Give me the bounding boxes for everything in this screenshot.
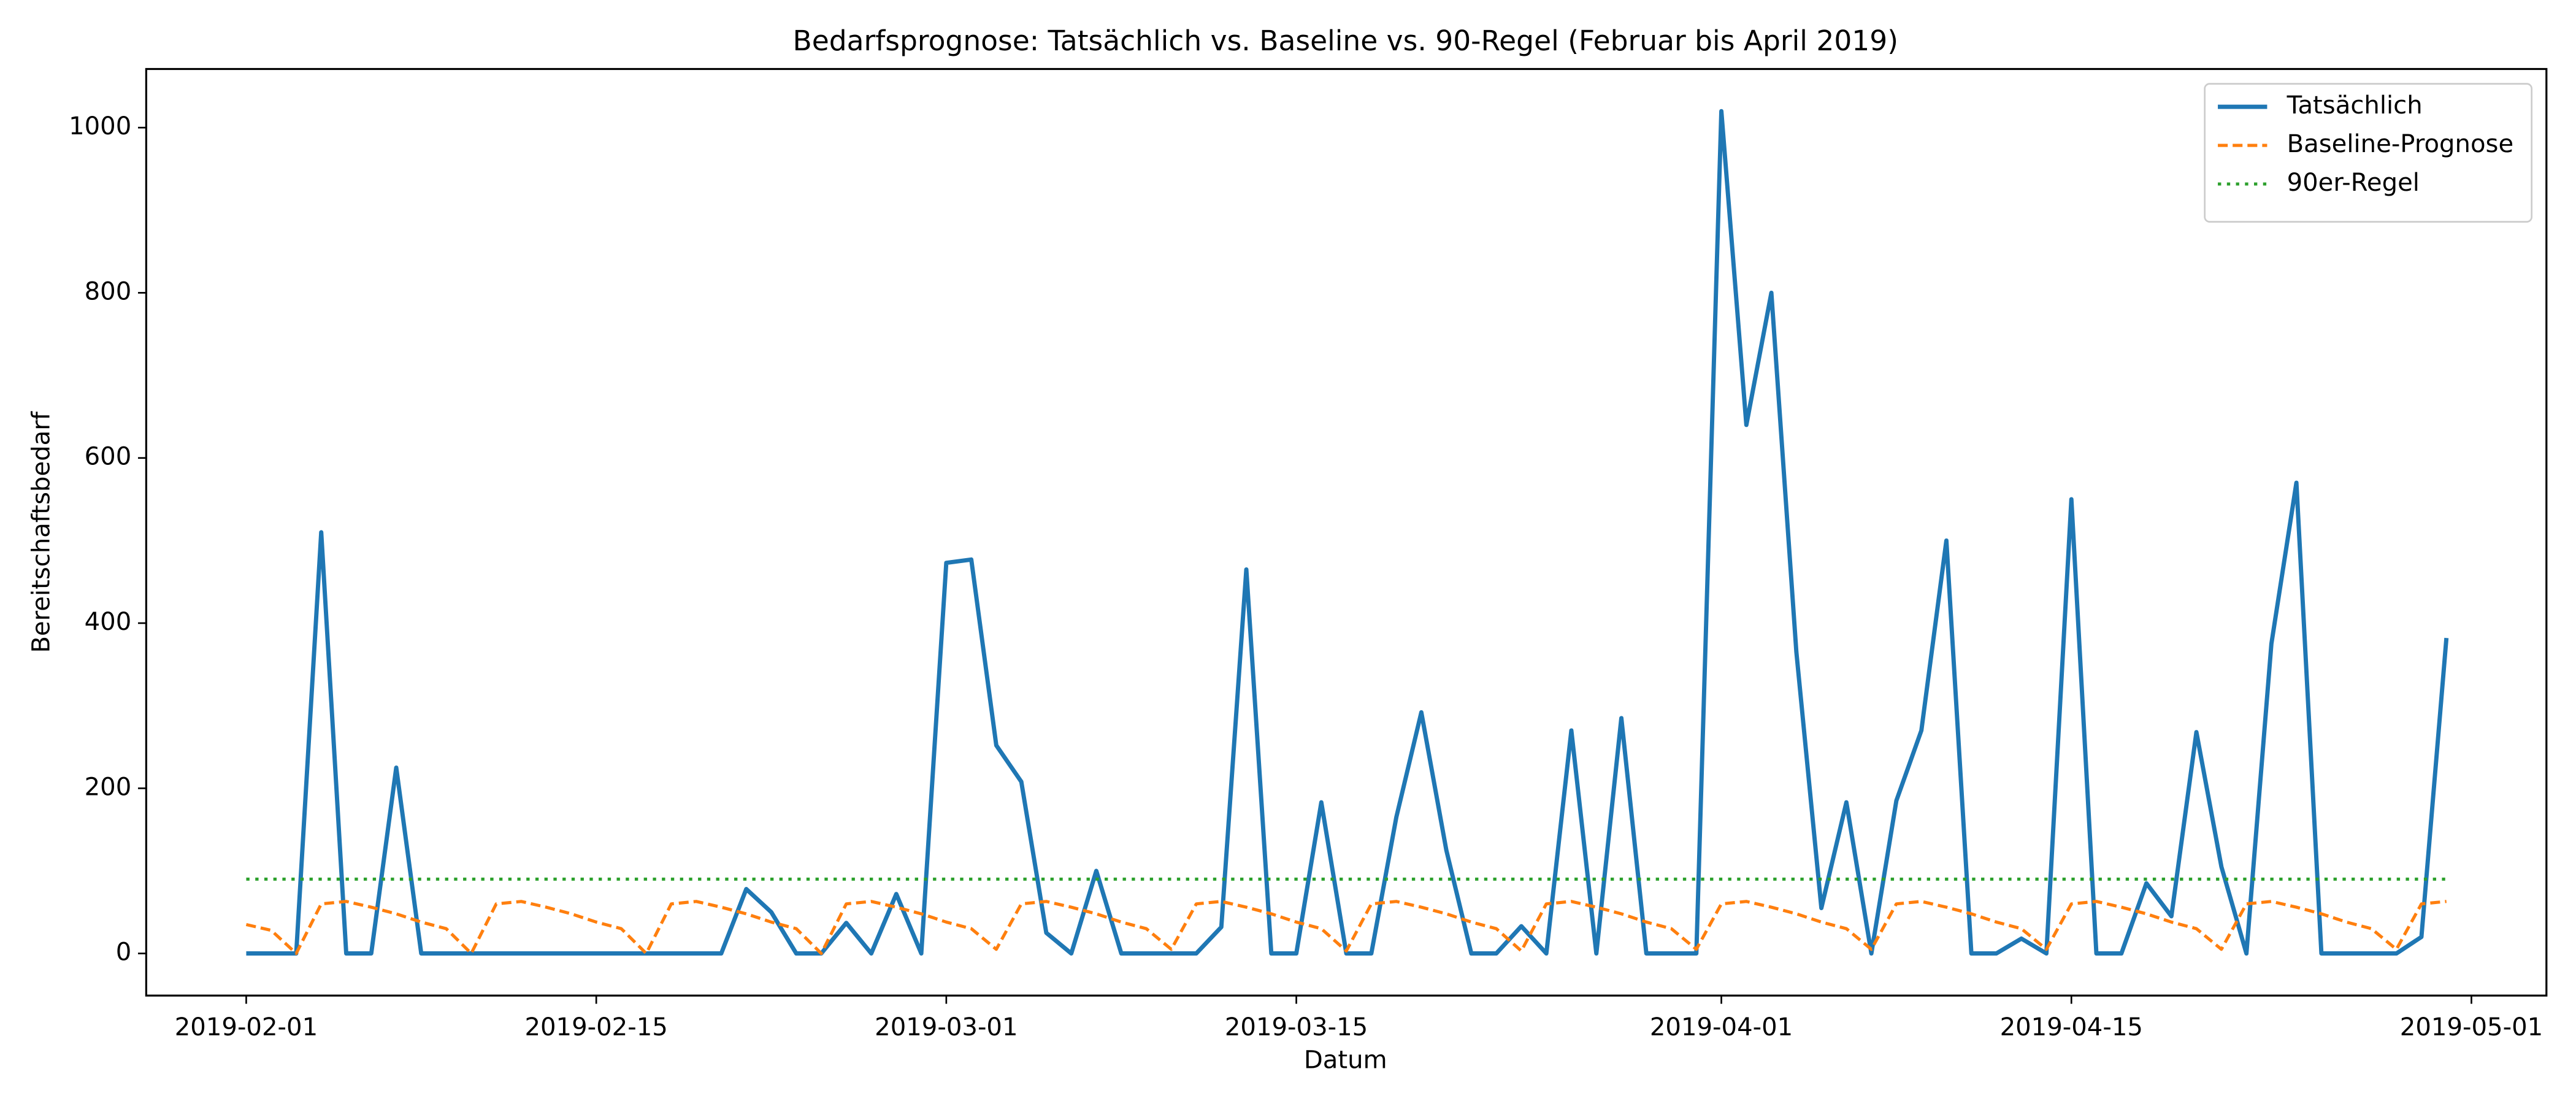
legend-box [2204, 83, 2533, 223]
plot-frame [145, 67, 2548, 997]
y-tick-label: 800 [85, 277, 132, 305]
y-tick-label: 200 [85, 773, 132, 801]
x-tick-label: 2019-05-01 [2400, 1013, 2543, 1041]
x-tick-label: 2019-03-01 [875, 1013, 1018, 1041]
line-series [245, 900, 2447, 956]
x-tick-label: 2019-02-01 [175, 1013, 318, 1041]
legend-label: Tatsächlich [2287, 91, 2423, 120]
x-axis-label: Datum [1304, 1046, 1387, 1074]
x-tick-label: 2019-04-15 [2000, 1013, 2143, 1041]
y-tick-label: 0 [116, 938, 132, 967]
chart-title: Bedarfsprognose: Tatsächlich vs. Baselin… [793, 25, 1898, 57]
x-tick-label: 2019-04-01 [1650, 1013, 1793, 1041]
y-tick-label: 1000 [69, 112, 131, 140]
y-tick-label: 400 [85, 608, 132, 636]
line-series [246, 109, 2449, 956]
y-axis-label: Bereitschaftsbedarf [28, 411, 56, 653]
legend-label: 90er-Regel [2287, 169, 2420, 197]
x-tick-label: 2019-03-15 [1225, 1013, 1368, 1041]
y-tick-label: 600 [85, 443, 132, 471]
x-tick-label: 2019-02-15 [524, 1013, 667, 1041]
legend-label: Baseline-Prognose [2287, 130, 2514, 158]
